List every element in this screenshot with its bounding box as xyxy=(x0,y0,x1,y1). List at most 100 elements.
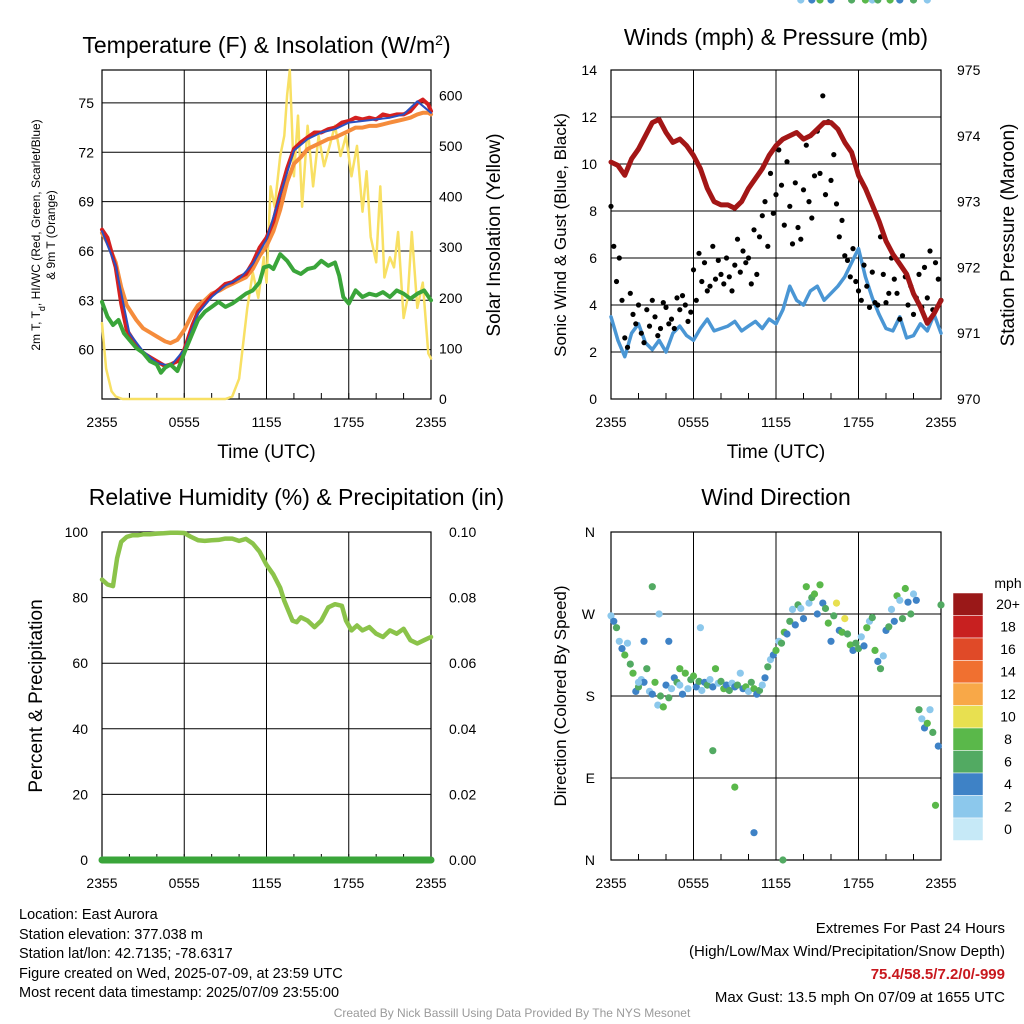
x-tick-label: 2355 xyxy=(595,414,626,430)
direction-point xyxy=(832,599,841,607)
direction-point xyxy=(733,681,742,689)
direction-point xyxy=(805,599,813,607)
direction-point xyxy=(904,598,912,606)
gust-point xyxy=(921,264,928,270)
direction-point xyxy=(918,715,926,723)
y-tick-label: 0 xyxy=(589,391,597,407)
direction-point xyxy=(896,0,904,4)
gust-point xyxy=(784,159,790,165)
direction-point xyxy=(786,617,794,625)
legend-swatch xyxy=(952,682,984,706)
gust-point xyxy=(668,316,675,322)
direction-point xyxy=(912,596,920,604)
x-tick-label: 1155 xyxy=(251,414,281,430)
gust-point xyxy=(723,255,730,261)
direction-point xyxy=(764,663,772,671)
x-axis-label: Time (UTC) xyxy=(727,442,826,463)
gust-point xyxy=(699,278,705,285)
gust-point xyxy=(809,215,815,221)
direction-point xyxy=(750,829,758,837)
gust-point xyxy=(762,199,768,205)
gust-point xyxy=(712,276,719,282)
direction-point xyxy=(907,610,915,618)
direction-point xyxy=(722,681,731,689)
y-tick-label: N xyxy=(585,524,595,540)
gust-point xyxy=(806,199,812,205)
direction-point xyxy=(689,672,698,680)
y2-tick-label: 0 xyxy=(439,391,447,407)
y2-tick-label: 400 xyxy=(439,189,463,205)
gust-point xyxy=(924,295,930,301)
direction-point xyxy=(651,678,659,686)
direction-point xyxy=(813,610,821,618)
direction-point xyxy=(711,665,720,673)
series-line-wind xyxy=(609,246,943,359)
gust-point xyxy=(820,93,826,99)
direction-point xyxy=(821,604,830,613)
gust-point xyxy=(704,288,710,294)
gust-point xyxy=(679,293,686,299)
legend-swatch xyxy=(952,592,984,616)
gust-point xyxy=(932,260,939,266)
direction-point xyxy=(681,669,689,677)
gust-point xyxy=(613,278,620,285)
gust-point xyxy=(652,314,658,320)
gust-point xyxy=(745,255,752,261)
direction-point xyxy=(871,646,879,655)
gust-point xyxy=(688,309,694,315)
y2-tick-label: 300 xyxy=(439,239,463,255)
credit-line: Created By Nick Bassill Using Data Provi… xyxy=(333,1006,691,1020)
gust-point xyxy=(635,302,642,308)
legend-label: 8 xyxy=(1004,731,1012,747)
direction-point xyxy=(824,619,832,627)
x-tick-label: 1755 xyxy=(843,875,874,891)
legend-title: mph xyxy=(994,575,1021,591)
y2-tick-label: 0.08 xyxy=(449,590,476,606)
gust-point xyxy=(743,260,749,266)
y-tick-label: 4 xyxy=(589,297,597,313)
y2-tick-label: 200 xyxy=(439,290,463,306)
station-latlon: Station lat/lon: 42.7135; -78.6317 xyxy=(19,946,233,962)
gust-point xyxy=(770,210,776,216)
direction-point xyxy=(843,630,852,638)
y-tick-label: 12 xyxy=(581,109,597,125)
direction-point xyxy=(816,581,824,589)
y2-tick-label: 973 xyxy=(957,194,981,210)
x-tick-label: 0555 xyxy=(678,875,709,891)
direction-point xyxy=(665,637,673,645)
direction-point xyxy=(788,605,797,614)
gust-point xyxy=(748,281,754,287)
gust-point xyxy=(781,222,787,228)
chart-title: Temperature (F) & Insolation (W/m2) xyxy=(82,32,450,58)
station-info: Location: East Aurora Station elevation:… xyxy=(19,906,343,1004)
direction-point xyxy=(876,665,885,673)
legend-swatch xyxy=(952,705,984,729)
x-tick-label: 2355 xyxy=(86,414,117,430)
direction-point xyxy=(676,665,684,673)
y-tick-label: 69 xyxy=(78,194,94,210)
y-tick-label: 14 xyxy=(581,62,597,78)
direction-point xyxy=(640,678,648,686)
gust-point xyxy=(850,246,856,252)
y-tick-label: 63 xyxy=(78,292,94,308)
gust-point xyxy=(693,297,699,303)
direction-point xyxy=(656,692,665,700)
direction-point xyxy=(755,686,764,695)
series-line-dew xyxy=(100,252,433,375)
direction-point xyxy=(923,719,931,727)
y-axis-label-line2: & 9m T (Orange) xyxy=(44,190,58,280)
gust-point xyxy=(616,255,622,261)
gust-point xyxy=(844,257,851,263)
direction-point xyxy=(934,742,942,750)
legend-label: 10 xyxy=(1000,709,1016,725)
gust-point xyxy=(839,217,845,223)
direction-point xyxy=(709,683,717,691)
x-tick-label: 1755 xyxy=(333,414,364,430)
extremes-subheading: (High/Low/Max Wind/Precipitation/Snow De… xyxy=(689,943,1005,960)
y-tick-label: 0 xyxy=(80,852,88,868)
direction-point xyxy=(868,0,876,4)
direction-point xyxy=(695,677,703,686)
gust-point xyxy=(622,335,628,341)
gust-point xyxy=(798,236,804,242)
direction-point xyxy=(909,590,918,598)
